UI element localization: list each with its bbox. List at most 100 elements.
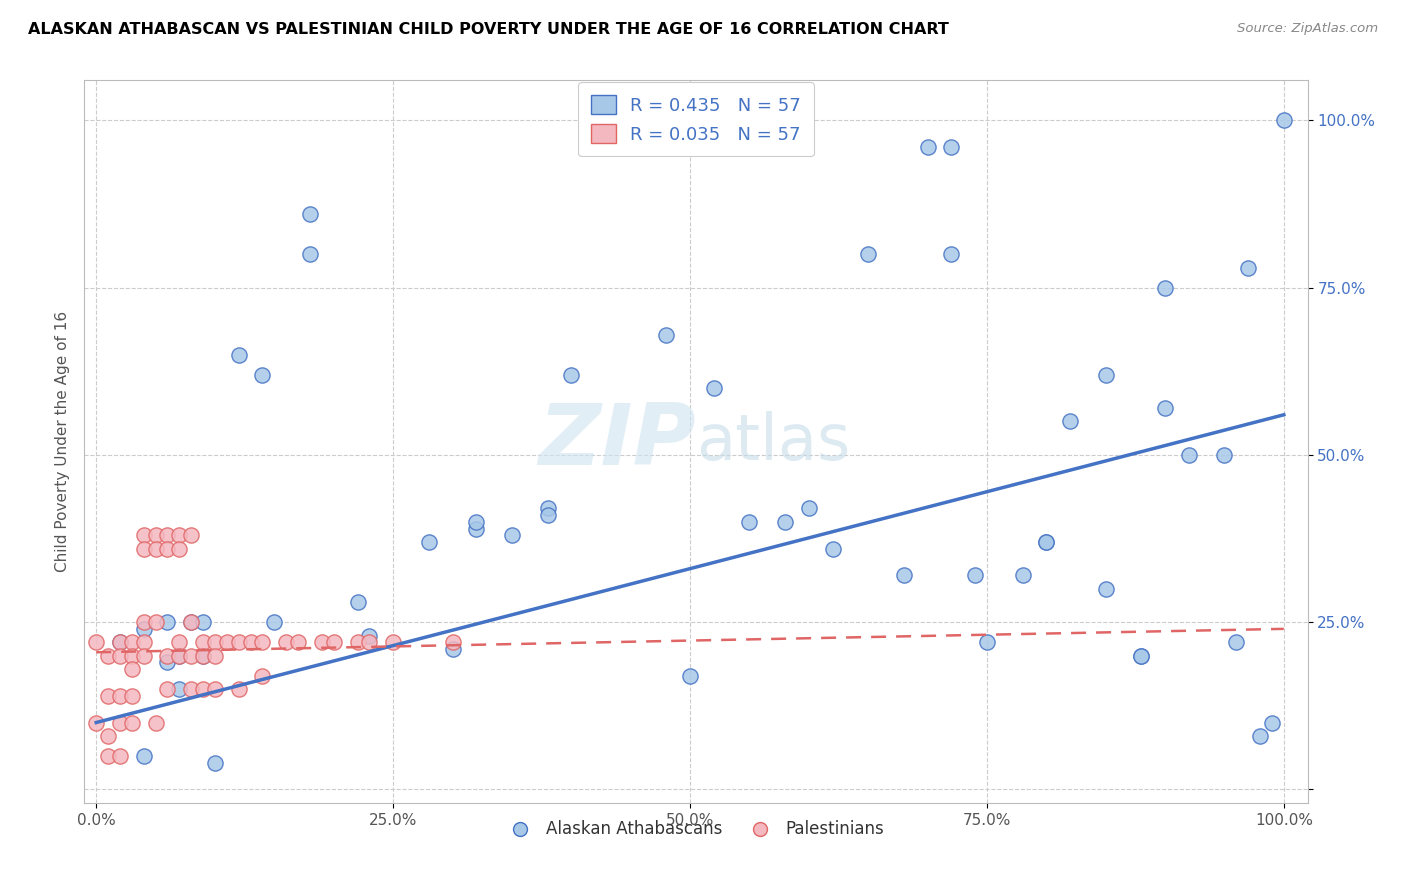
Point [276,635,298,649]
Point [941,247,963,261]
Point [145,541,167,556]
Point [204,682,226,697]
Point [893,568,915,582]
Point [1154,401,1177,416]
Point [228,682,250,697]
Point [132,615,155,630]
Point [963,568,986,582]
Point [169,648,191,663]
Point [560,368,582,382]
Point [108,749,131,764]
Point [180,615,202,630]
Point [97,648,120,663]
Point [132,648,155,663]
Point [204,635,226,649]
Point [252,669,274,683]
Point [228,348,250,362]
Point [215,635,238,649]
Point [322,635,344,649]
Point [536,501,558,516]
Point [1130,648,1153,663]
Point [191,615,214,630]
Point [263,615,285,630]
Point [191,635,214,649]
Point [156,541,179,556]
Point [121,635,143,649]
Point [703,381,725,395]
Point [169,635,191,649]
Point [465,521,488,535]
Point [156,682,179,697]
Point [132,541,155,556]
Point [1272,113,1295,128]
Point [976,635,998,649]
Point [1094,368,1116,382]
Point [169,682,191,697]
Point [346,635,368,649]
Point [228,635,250,649]
Point [679,669,702,683]
Point [97,729,120,743]
Point [797,501,820,516]
Point [84,635,107,649]
Point [180,528,202,542]
Point [1154,281,1177,295]
Y-axis label: Child Poverty Under the Age of 16: Child Poverty Under the Age of 16 [55,311,70,572]
Point [145,715,167,730]
Point [359,628,381,642]
Point [418,535,440,549]
Point [97,689,120,703]
Point [1178,448,1201,462]
Point [298,207,321,221]
Point [169,528,191,542]
Point [97,749,120,764]
Point [941,140,963,154]
Point [1035,535,1057,549]
Point [917,140,939,154]
Point [1261,715,1284,730]
Text: ALASKAN ATHABASCAN VS PALESTINIAN CHILD POVERTY UNDER THE AGE OF 16 CORRELATION : ALASKAN ATHABASCAN VS PALESTINIAN CHILD … [28,22,949,37]
Point [156,615,179,630]
Point [382,635,405,649]
Point [655,327,678,342]
Point [121,715,143,730]
Point [821,541,844,556]
Point [1035,535,1057,549]
Point [156,528,179,542]
Point [156,655,179,669]
Point [1225,635,1247,649]
Point [287,635,309,649]
Point [121,689,143,703]
Text: ZIP: ZIP [538,400,696,483]
Point [145,615,167,630]
Point [1213,448,1236,462]
Point [1011,568,1033,582]
Point [132,749,155,764]
Point [108,715,131,730]
Point [252,368,274,382]
Point [1130,648,1153,663]
Point [1094,582,1116,596]
Point [298,247,321,261]
Point [180,682,202,697]
Point [191,682,214,697]
Point [465,515,488,529]
Point [191,648,214,663]
Point [773,515,796,529]
Point [346,595,368,609]
Point [108,635,131,649]
Point [1249,729,1271,743]
Point [536,508,558,523]
Legend: Alaskan Athabascans, Palestinians: Alaskan Athabascans, Palestinians [501,814,891,845]
Point [84,715,107,730]
Point [738,515,761,529]
Point [239,635,262,649]
Point [359,635,381,649]
Point [180,648,202,663]
Point [108,648,131,663]
Point [441,635,464,649]
Point [108,689,131,703]
Point [204,648,226,663]
Point [169,648,191,663]
Point [121,662,143,676]
